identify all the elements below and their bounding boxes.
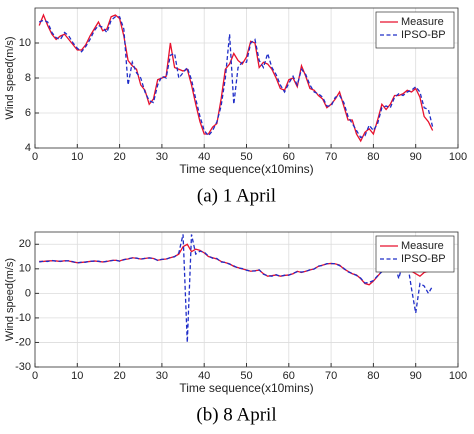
legend-label: IPSO-BP [401,29,446,41]
plot-frame [34,231,459,368]
x-tick-label: 30 [156,151,168,163]
legend-label: IPSO-BP [401,253,446,265]
series-line [39,234,434,343]
y-tick-label: 20 [19,238,31,250]
x-axis-label: Time sequence(x10mins) [179,381,313,395]
y-tick-label: 0 [25,287,31,299]
y-tick-label: -20 [15,336,31,348]
legend-box [375,235,455,273]
x-axis-label: Time sequence(x10mins) [179,162,313,176]
y-tick-label: 10 [19,37,31,49]
y-tick-label: -10 [15,312,31,324]
x-tick-label: 80 [367,151,379,163]
x-tick-label: 10 [71,151,83,163]
y-axis-label: Wind speed(m/s) [4,258,16,341]
y-tick-label: 8 [25,72,31,84]
plot-frame [34,7,459,149]
x-tick-label: 30 [156,370,168,382]
y-tick-label: -30 [15,361,31,373]
x-tick-label: 50 [240,370,252,382]
x-tick-label: 90 [410,151,422,163]
series-line [38,16,434,139]
x-tick-label: 10 [71,370,83,382]
x-tick-label: 100 [449,151,467,163]
y-axis-label: Wind speed(m/s) [4,36,16,119]
x-tick-label: 70 [325,151,337,163]
x-tick-label: 20 [113,370,125,382]
x-tick-label: 40 [198,151,210,163]
x-tick-label: 0 [32,151,38,163]
x-tick-label: 0 [32,370,38,382]
x-tick-label: 70 [325,370,337,382]
caption: (b) 8 April [196,404,276,425]
y-tick-label: 6 [25,107,31,119]
legend-label: Measure [401,240,444,252]
x-tick-label: 20 [113,151,125,163]
y-tick-label: 10 [19,263,31,275]
x-tick-label: 80 [367,370,379,382]
x-tick-label: 90 [410,370,422,382]
x-tick-label: 50 [240,151,252,163]
legend-box [375,11,455,49]
y-tick-label: 4 [25,142,31,154]
x-tick-label: 40 [198,370,210,382]
x-tick-label: 60 [283,151,295,163]
x-tick-label: 100 [449,370,467,382]
caption: (a) 1 April [197,185,276,206]
x-tick-label: 60 [283,370,295,382]
legend-label: Measure [401,16,444,28]
